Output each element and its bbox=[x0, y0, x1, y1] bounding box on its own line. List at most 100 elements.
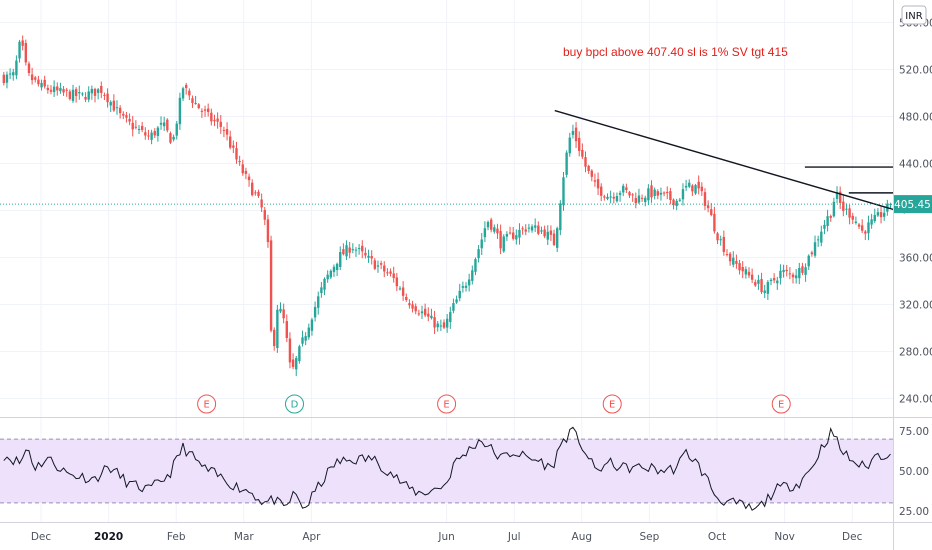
candle-body bbox=[12, 72, 15, 76]
candle-body bbox=[433, 317, 436, 328]
candle-body bbox=[232, 145, 235, 148]
candle-body bbox=[59, 88, 62, 92]
candle-body bbox=[537, 225, 540, 234]
candle-body bbox=[68, 91, 72, 99]
candle-body bbox=[555, 228, 559, 248]
candle-body bbox=[84, 96, 87, 100]
x-tick-label: Feb bbox=[167, 531, 186, 543]
candle-body bbox=[103, 94, 106, 96]
candle-body bbox=[609, 196, 612, 198]
candle-body bbox=[571, 130, 575, 135]
candle-body bbox=[313, 306, 317, 318]
earnings-marker[interactable]: E bbox=[602, 394, 622, 414]
candle-body bbox=[301, 337, 304, 344]
trend-line bbox=[554, 109, 906, 214]
earnings-marker[interactable]: E bbox=[197, 394, 217, 414]
candle-body bbox=[813, 242, 817, 256]
candle-body bbox=[760, 279, 763, 293]
candle-body bbox=[653, 189, 656, 197]
x-tick-label: Oct bbox=[708, 531, 726, 543]
candle-body bbox=[24, 42, 28, 63]
candle-body bbox=[493, 227, 496, 232]
candle-body bbox=[703, 192, 707, 206]
y-tick-label: 520.00 bbox=[899, 64, 932, 76]
candle-body bbox=[684, 185, 688, 188]
rsi-tick-label: 75.00 bbox=[899, 426, 929, 438]
candle-body bbox=[159, 122, 163, 125]
candle-body bbox=[738, 263, 741, 271]
candle-body bbox=[37, 79, 40, 85]
dividend-marker[interactable]: D bbox=[285, 394, 304, 414]
candle-body bbox=[166, 119, 169, 131]
candle-body bbox=[763, 290, 766, 294]
candle-body bbox=[499, 231, 502, 249]
candle-body bbox=[842, 201, 845, 211]
earnings-marker[interactable]: E bbox=[771, 394, 791, 414]
candle-body bbox=[606, 196, 609, 199]
earnings-marker[interactable]: E bbox=[437, 394, 457, 414]
current-price-tag bbox=[893, 195, 932, 214]
candle-body bbox=[323, 278, 326, 290]
candle-body bbox=[279, 308, 282, 312]
candle-body bbox=[62, 89, 65, 93]
candle-body bbox=[524, 229, 527, 232]
candles bbox=[2, 35, 892, 377]
candle-body bbox=[502, 236, 505, 252]
candle-body bbox=[656, 191, 660, 196]
candle-body bbox=[851, 215, 854, 220]
y-tick-label: 360.00 bbox=[899, 253, 932, 265]
candle-body bbox=[147, 135, 150, 137]
rsi-tick-label: 25.00 bbox=[899, 506, 929, 518]
candle-body bbox=[436, 323, 439, 328]
rsi-band bbox=[0, 438, 893, 504]
currency-label: INR bbox=[905, 11, 922, 22]
candle-body bbox=[857, 224, 861, 227]
candle-body bbox=[134, 126, 138, 128]
candle-body bbox=[600, 186, 603, 196]
candle-body bbox=[376, 265, 380, 267]
candle-body bbox=[71, 89, 75, 101]
candle-body bbox=[65, 89, 68, 91]
candle-body bbox=[882, 212, 886, 217]
candle-body bbox=[697, 181, 700, 189]
candle-body bbox=[574, 127, 578, 142]
candle-body bbox=[56, 86, 59, 91]
candle-body bbox=[295, 357, 298, 370]
event-label: E bbox=[443, 400, 449, 411]
candle-body bbox=[785, 269, 788, 272]
candle-body bbox=[78, 92, 81, 94]
candle-body bbox=[247, 176, 251, 181]
candle-body bbox=[691, 185, 694, 192]
candle-body bbox=[229, 136, 232, 148]
x-tick-label: Mar bbox=[234, 531, 254, 543]
candle-body bbox=[587, 165, 590, 172]
candle-body bbox=[489, 219, 493, 230]
candle-body bbox=[254, 192, 257, 194]
candle-body bbox=[263, 210, 266, 220]
candle-body bbox=[335, 263, 339, 271]
event-circle bbox=[197, 394, 217, 414]
candle-body bbox=[222, 129, 226, 131]
x-tick-label: Jun bbox=[437, 531, 454, 543]
candle-body bbox=[339, 252, 342, 268]
candle-body bbox=[823, 224, 826, 229]
candle-body bbox=[225, 129, 229, 135]
candle-body bbox=[581, 149, 584, 157]
candle-body bbox=[52, 86, 56, 93]
rsi-line bbox=[3, 426, 891, 511]
candle-body bbox=[728, 253, 732, 262]
x-tick-label: Dec bbox=[842, 531, 863, 543]
candle-body bbox=[832, 201, 836, 217]
x-tick-label: Apr bbox=[302, 531, 321, 543]
candle-body bbox=[732, 257, 735, 265]
candle-body bbox=[332, 266, 336, 272]
candle-body bbox=[854, 221, 858, 223]
candle-body bbox=[291, 359, 295, 367]
currency-badge[interactable]: INR bbox=[901, 5, 927, 25]
candle-body bbox=[870, 219, 873, 225]
candle-body bbox=[27, 63, 31, 74]
candle-body bbox=[590, 170, 593, 177]
candle-body bbox=[669, 191, 672, 201]
